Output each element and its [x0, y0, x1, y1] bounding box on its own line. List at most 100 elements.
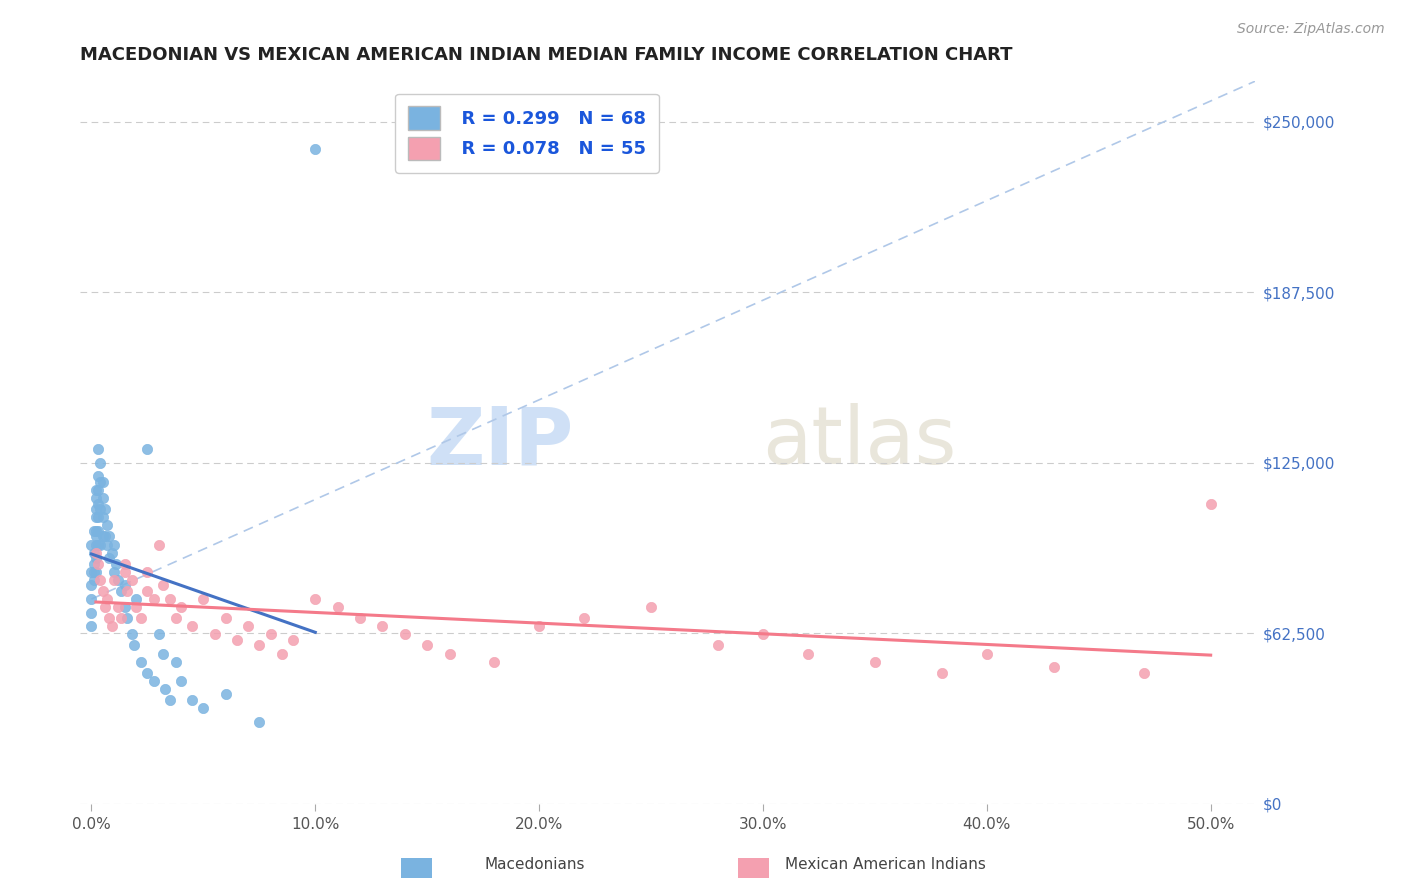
Point — [110, 583, 132, 598]
Point — [84, 502, 107, 516]
Point — [371, 619, 394, 633]
Text: ZIP: ZIP — [426, 403, 574, 482]
Point — [84, 551, 107, 566]
Point — [84, 524, 107, 538]
Point — [98, 551, 121, 566]
Point — [136, 565, 159, 579]
Point — [91, 529, 114, 543]
Point — [87, 483, 110, 497]
Point — [129, 655, 152, 669]
Point — [281, 632, 304, 647]
Point — [152, 578, 174, 592]
Point — [80, 606, 103, 620]
Point — [80, 619, 103, 633]
Point — [143, 673, 166, 688]
Point — [122, 639, 145, 653]
Point — [863, 655, 886, 669]
Point — [89, 537, 111, 551]
Point — [159, 693, 181, 707]
Point — [125, 592, 148, 607]
Point — [91, 510, 114, 524]
Point — [152, 647, 174, 661]
Point — [247, 714, 270, 729]
Point — [1043, 660, 1066, 674]
Point — [270, 647, 292, 661]
Point — [89, 475, 111, 489]
Point — [159, 592, 181, 607]
Point — [931, 665, 953, 680]
Point — [121, 573, 143, 587]
Point — [83, 546, 105, 560]
Point — [91, 491, 114, 505]
Point — [136, 442, 159, 456]
Point — [84, 529, 107, 543]
Point — [1132, 665, 1154, 680]
Text: atlas: atlas — [762, 403, 956, 482]
Point — [181, 693, 204, 707]
Point — [103, 537, 125, 551]
Point — [84, 546, 107, 560]
Point — [143, 592, 166, 607]
Point — [87, 557, 110, 571]
Point — [83, 557, 105, 571]
Point — [121, 627, 143, 641]
Point — [236, 619, 259, 633]
Point — [148, 627, 170, 641]
Point — [87, 510, 110, 524]
Point — [155, 681, 177, 696]
Point — [89, 502, 111, 516]
Point — [148, 537, 170, 551]
Point — [110, 611, 132, 625]
Point — [100, 546, 122, 560]
Point — [80, 592, 103, 607]
Point — [91, 583, 114, 598]
Point — [114, 578, 136, 592]
Point — [226, 632, 249, 647]
Point — [416, 639, 439, 653]
Point — [1199, 497, 1222, 511]
Point — [170, 673, 193, 688]
Point — [84, 537, 107, 551]
Point — [84, 483, 107, 497]
Point — [87, 469, 110, 483]
Point — [105, 557, 128, 571]
Point — [484, 655, 506, 669]
Point — [83, 524, 105, 538]
Point — [89, 456, 111, 470]
Point — [527, 619, 550, 633]
Point — [752, 627, 775, 641]
Point — [193, 592, 215, 607]
Point — [87, 442, 110, 456]
Point — [96, 592, 118, 607]
Point — [117, 583, 139, 598]
Point — [166, 611, 188, 625]
Point — [98, 529, 121, 543]
Point — [80, 578, 103, 592]
Point — [129, 611, 152, 625]
Point — [80, 565, 103, 579]
Point — [98, 611, 121, 625]
Point — [89, 573, 111, 587]
Legend:   R = 0.299   N = 68,   R = 0.078   N = 55: R = 0.299 N = 68, R = 0.078 N = 55 — [395, 94, 659, 172]
Point — [103, 565, 125, 579]
Point — [136, 583, 159, 598]
Point — [304, 142, 326, 156]
Point — [349, 611, 371, 625]
Point — [96, 537, 118, 551]
Point — [84, 565, 107, 579]
Point — [215, 611, 238, 625]
Point — [87, 537, 110, 551]
Point — [84, 510, 107, 524]
Point — [83, 573, 105, 587]
Point — [304, 592, 326, 607]
Text: Macedonians: Macedonians — [484, 857, 585, 872]
Point — [572, 611, 595, 625]
Point — [707, 639, 730, 653]
Point — [91, 475, 114, 489]
Point — [117, 611, 139, 625]
Point — [94, 600, 117, 615]
Text: Source: ZipAtlas.com: Source: ZipAtlas.com — [1237, 22, 1385, 37]
Point — [166, 655, 188, 669]
Point — [114, 600, 136, 615]
Point — [87, 497, 110, 511]
